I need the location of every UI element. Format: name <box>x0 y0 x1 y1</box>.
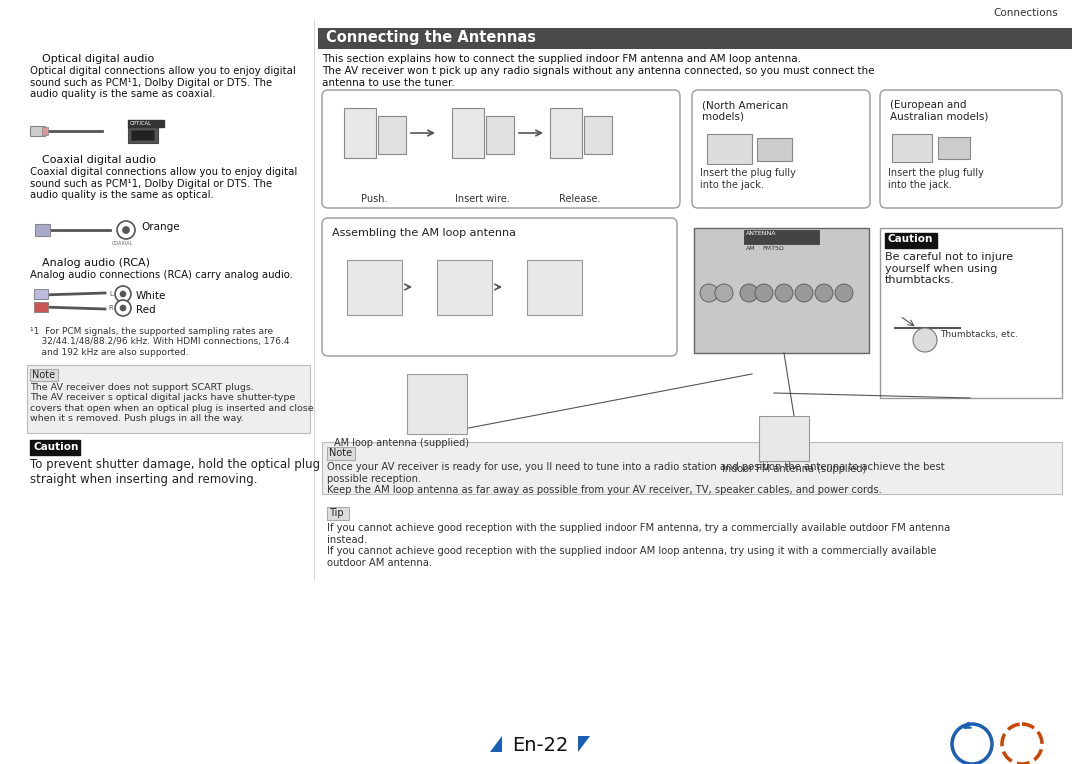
Text: Insert the plug fully
into the jack.: Insert the plug fully into the jack. <box>700 168 796 189</box>
Text: Coaxial digital connections allow you to enjoy digital
sound such as PCM¹1, Dolb: Coaxial digital connections allow you to… <box>30 167 297 200</box>
Text: Note: Note <box>32 370 55 380</box>
Text: Optical digital connections allow you to enjoy digital
sound such as PCM¹1, Dolb: Optical digital connections allow you to… <box>30 66 296 99</box>
Bar <box>131 130 154 140</box>
Text: Red: Red <box>136 305 156 315</box>
Bar <box>345 108 376 158</box>
Text: OPTICAL: OPTICAL <box>130 121 152 126</box>
Text: ANTENNA: ANTENNA <box>746 231 777 236</box>
Text: Once your AV receiver is ready for use, you ll need to tune into a radio station: Once your AV receiver is ready for use, … <box>327 462 945 495</box>
Bar <box>584 116 612 154</box>
Text: Assembling the AM loop antenna: Assembling the AM loop antenna <box>332 228 516 238</box>
Bar <box>486 116 514 154</box>
Text: ¹1  For PCM signals, the supported sampling rates are
    32/44.1/48/88.2/96 kHz: ¹1 For PCM signals, the supported sampli… <box>30 327 289 357</box>
Text: Thumbtacks, etc.: Thumbtacks, etc. <box>940 329 1018 338</box>
Bar <box>129 120 164 127</box>
Bar <box>694 228 869 353</box>
Text: COAXIAL: COAXIAL <box>111 241 133 246</box>
Text: Release.: Release. <box>559 194 600 204</box>
Circle shape <box>122 226 130 234</box>
Circle shape <box>120 305 126 311</box>
Bar <box>453 108 484 158</box>
Bar <box>437 260 492 315</box>
Text: The AV receiver won t pick up any radio signals without any antenna connected, s: The AV receiver won t pick up any radio … <box>322 66 875 88</box>
Bar <box>27 365 310 433</box>
Circle shape <box>715 284 733 302</box>
Bar <box>757 138 792 161</box>
Bar <box>322 442 1062 494</box>
Bar <box>33 289 48 299</box>
Bar <box>527 260 582 315</box>
Text: To prevent shutter damage, hold the optical plug
straight when inserting and rem: To prevent shutter damage, hold the opti… <box>30 458 320 486</box>
Bar <box>550 108 582 158</box>
Text: Orange: Orange <box>141 222 179 232</box>
Bar <box>30 126 45 136</box>
Bar <box>42 127 48 135</box>
Text: If you cannot achieve good reception with the supplied indoor FM antenna, try a : If you cannot achieve good reception wit… <box>327 523 950 568</box>
Bar <box>327 447 355 460</box>
Circle shape <box>117 221 135 239</box>
Text: White: White <box>136 291 166 301</box>
Text: L: L <box>109 291 113 297</box>
Text: Note: Note <box>329 448 352 458</box>
Circle shape <box>913 328 937 352</box>
Bar <box>318 28 1072 49</box>
Text: (North American
models): (North American models) <box>702 100 788 121</box>
Bar <box>30 440 80 455</box>
Bar <box>30 369 58 381</box>
Circle shape <box>700 284 718 302</box>
Bar <box>744 230 819 244</box>
Bar <box>407 374 467 434</box>
Text: Analog audio connections (RCA) carry analog audio.: Analog audio connections (RCA) carry ana… <box>30 270 293 280</box>
Bar <box>892 134 932 162</box>
Bar <box>880 228 1062 398</box>
Bar <box>33 302 48 312</box>
FancyBboxPatch shape <box>322 218 677 356</box>
Text: Be careful not to injure
yourself when using
thumbtacks.: Be careful not to injure yourself when u… <box>885 252 1013 285</box>
Text: Indoor FM antenna (supplied): Indoor FM antenna (supplied) <box>721 464 866 474</box>
Text: FM75Ω: FM75Ω <box>762 246 784 251</box>
Text: The AV receiver does not support SCART plugs.
The AV receiver s optical digital : The AV receiver does not support SCART p… <box>30 383 313 423</box>
Text: Coaxial digital audio: Coaxial digital audio <box>42 155 156 165</box>
Text: This section explains how to connect the supplied indoor FM antenna and AM loop : This section explains how to connect the… <box>322 54 801 64</box>
Bar <box>129 127 158 143</box>
Bar <box>939 137 970 159</box>
Bar <box>322 502 1062 572</box>
Text: R: R <box>108 305 113 311</box>
Text: Connections: Connections <box>994 8 1058 18</box>
Circle shape <box>114 300 131 316</box>
Polygon shape <box>578 736 590 752</box>
FancyBboxPatch shape <box>880 90 1062 208</box>
Text: Push.: Push. <box>361 194 388 204</box>
Text: Tip: Tip <box>329 508 343 518</box>
Circle shape <box>775 284 793 302</box>
Circle shape <box>795 284 813 302</box>
Circle shape <box>120 291 126 297</box>
Circle shape <box>755 284 773 302</box>
Circle shape <box>740 284 758 302</box>
Polygon shape <box>490 736 502 752</box>
Text: (European and
Australian models): (European and Australian models) <box>890 100 988 121</box>
Bar <box>347 260 402 315</box>
Circle shape <box>815 284 833 302</box>
Bar <box>327 507 349 520</box>
Text: Caution: Caution <box>33 442 79 452</box>
Bar <box>707 134 752 164</box>
Text: En-22: En-22 <box>512 736 568 755</box>
Bar <box>378 116 406 154</box>
Text: Insert wire.: Insert wire. <box>455 194 510 204</box>
Bar <box>885 233 937 248</box>
FancyBboxPatch shape <box>692 90 870 208</box>
Bar <box>759 416 809 461</box>
Bar <box>35 224 50 236</box>
Text: AM loop antenna (supplied): AM loop antenna (supplied) <box>335 438 470 448</box>
Text: Connecting the Antennas: Connecting the Antennas <box>326 30 536 45</box>
Text: Optical digital audio: Optical digital audio <box>42 54 154 64</box>
Text: Insert the plug fully
into the jack.: Insert the plug fully into the jack. <box>888 168 984 189</box>
FancyBboxPatch shape <box>322 90 680 208</box>
Circle shape <box>114 286 131 302</box>
Circle shape <box>835 284 853 302</box>
Text: Analog audio (RCA): Analog audio (RCA) <box>42 258 150 268</box>
Text: AM: AM <box>746 246 756 251</box>
Text: Caution: Caution <box>888 234 933 244</box>
